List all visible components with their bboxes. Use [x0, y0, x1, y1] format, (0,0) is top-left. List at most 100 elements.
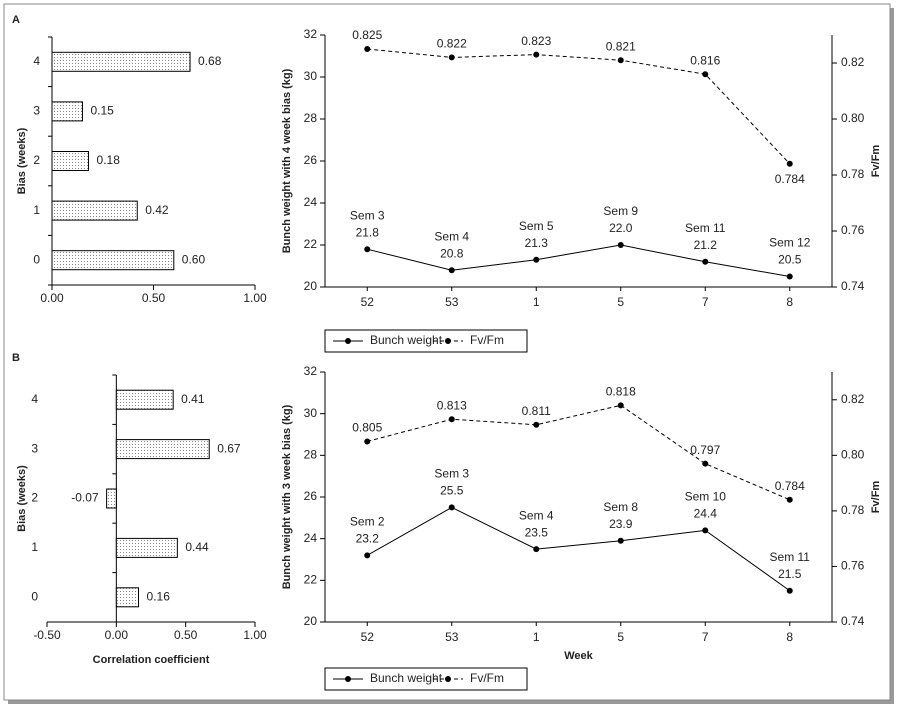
y-tick-label: 24	[304, 195, 318, 209]
y-tick-label: 22	[304, 237, 318, 251]
x-tick-label: 0.00	[40, 291, 64, 305]
point	[448, 267, 455, 274]
legend-label: Bunch weight	[370, 333, 443, 347]
y2-tick-label: 0.74	[841, 614, 865, 628]
y2-tick-label: 0.82	[841, 392, 865, 406]
point-annotation: Sem 10	[685, 490, 727, 504]
x-tick-label: 1	[533, 630, 540, 644]
bar	[115, 439, 210, 460]
x-axis-label: Correlation coefficient	[93, 654, 210, 666]
value-label: 23.9	[609, 517, 633, 531]
bar	[51, 151, 90, 171]
x-tick-label: 0.50	[174, 628, 198, 642]
value-label: 0.68	[198, 54, 222, 68]
value-label: 0.818	[606, 385, 636, 399]
value-label: 21.3	[525, 236, 549, 250]
x-tick-label: 52	[361, 295, 375, 309]
point	[702, 460, 709, 467]
legend-marker	[445, 676, 451, 682]
y2-axis-label: Fv/Fm	[870, 481, 882, 514]
value-label: 20.5	[778, 253, 802, 267]
series-line	[367, 404, 790, 501]
point-annotation: Sem 3	[350, 208, 385, 222]
y-tick-label: 24	[304, 531, 318, 545]
y-tick-label: 0	[33, 252, 40, 266]
y-tick-label: 20	[304, 279, 318, 293]
value-label: 0.823	[521, 34, 551, 48]
point-annotation: Sem 4	[519, 508, 554, 522]
value-label: 0.67	[217, 441, 241, 455]
point	[364, 552, 371, 559]
point	[448, 504, 455, 511]
value-label: 0.784	[775, 479, 805, 493]
point	[364, 438, 371, 445]
y-tick-label: 1	[33, 203, 40, 217]
x-tick-label: 0.50	[142, 291, 166, 305]
y-axis-label: Bias (weeks)	[16, 465, 28, 532]
bar	[115, 587, 140, 608]
legend-marker	[345, 338, 351, 344]
y-tick-label: 20	[304, 614, 318, 628]
point	[364, 46, 371, 52]
y-tick-label: 4	[33, 54, 40, 68]
y-tick-label: 26	[304, 489, 318, 503]
x-tick-label: 0.00	[105, 628, 129, 642]
value-label: 0.44	[185, 540, 209, 554]
legend	[324, 329, 528, 353]
value-label: 21.2	[694, 238, 718, 252]
point	[702, 258, 709, 265]
point-annotation: Sem 2	[350, 515, 385, 529]
point	[786, 587, 793, 594]
bar	[115, 537, 178, 558]
legend-marker	[445, 338, 451, 344]
x-tick-label: -0.50	[33, 628, 61, 642]
point-annotation: Sem 3	[434, 467, 469, 481]
y2-tick-label: 0.80	[841, 111, 865, 125]
point	[617, 242, 624, 248]
value-label: 0.18	[97, 153, 121, 167]
point	[617, 57, 624, 64]
value-label: 0.42	[145, 203, 169, 217]
value-label: 0.811	[522, 404, 551, 418]
bar	[51, 200, 138, 221]
legend-label: Fv/Fm	[470, 671, 504, 685]
y-axis-label: Bunch weight with 3 week bias (kg)	[281, 404, 293, 589]
point	[533, 256, 540, 263]
y-tick-label: 26	[304, 153, 318, 167]
series-line	[367, 506, 791, 592]
point	[448, 54, 455, 61]
value-label: 20.8	[440, 246, 464, 260]
y2-tick-label: 0.74	[841, 279, 865, 293]
value-label: 23.2	[356, 532, 380, 546]
x-tick-label: 8	[786, 295, 793, 309]
point	[786, 160, 793, 167]
y-tick-label: 30	[304, 69, 318, 83]
y-tick-label: 3	[33, 104, 40, 118]
point-annotation: Sem 12	[769, 236, 811, 250]
value-label: 22.0	[609, 221, 633, 235]
x-tick-label: 1	[533, 295, 540, 309]
x-tick-label: 7	[702, 630, 709, 644]
x-axis-label: Week	[564, 650, 593, 662]
value-label: 21.8	[356, 225, 380, 239]
y-tick-label: 32	[304, 364, 318, 378]
bar	[106, 488, 117, 509]
value-label: 0.813	[437, 398, 467, 412]
y-tick-label: 3	[31, 441, 38, 455]
point	[533, 546, 540, 553]
value-label: 0.805	[352, 421, 382, 435]
y-axis-label: Bunch weight with 4 week bias (kg)	[281, 68, 293, 253]
y-tick-label: 1	[31, 540, 38, 554]
legend-marker	[345, 676, 351, 682]
y2-tick-label: 0.80	[841, 448, 865, 462]
point	[786, 496, 793, 503]
point-annotation: Sem 9	[603, 204, 638, 218]
x-tick-label: 8	[786, 630, 793, 644]
value-label: 0.821	[606, 39, 636, 53]
value-label: 25.5	[440, 484, 464, 498]
value-label: 0.41	[181, 392, 205, 406]
x-tick-label: 52	[361, 630, 375, 644]
y2-tick-label: 0.76	[841, 223, 865, 237]
